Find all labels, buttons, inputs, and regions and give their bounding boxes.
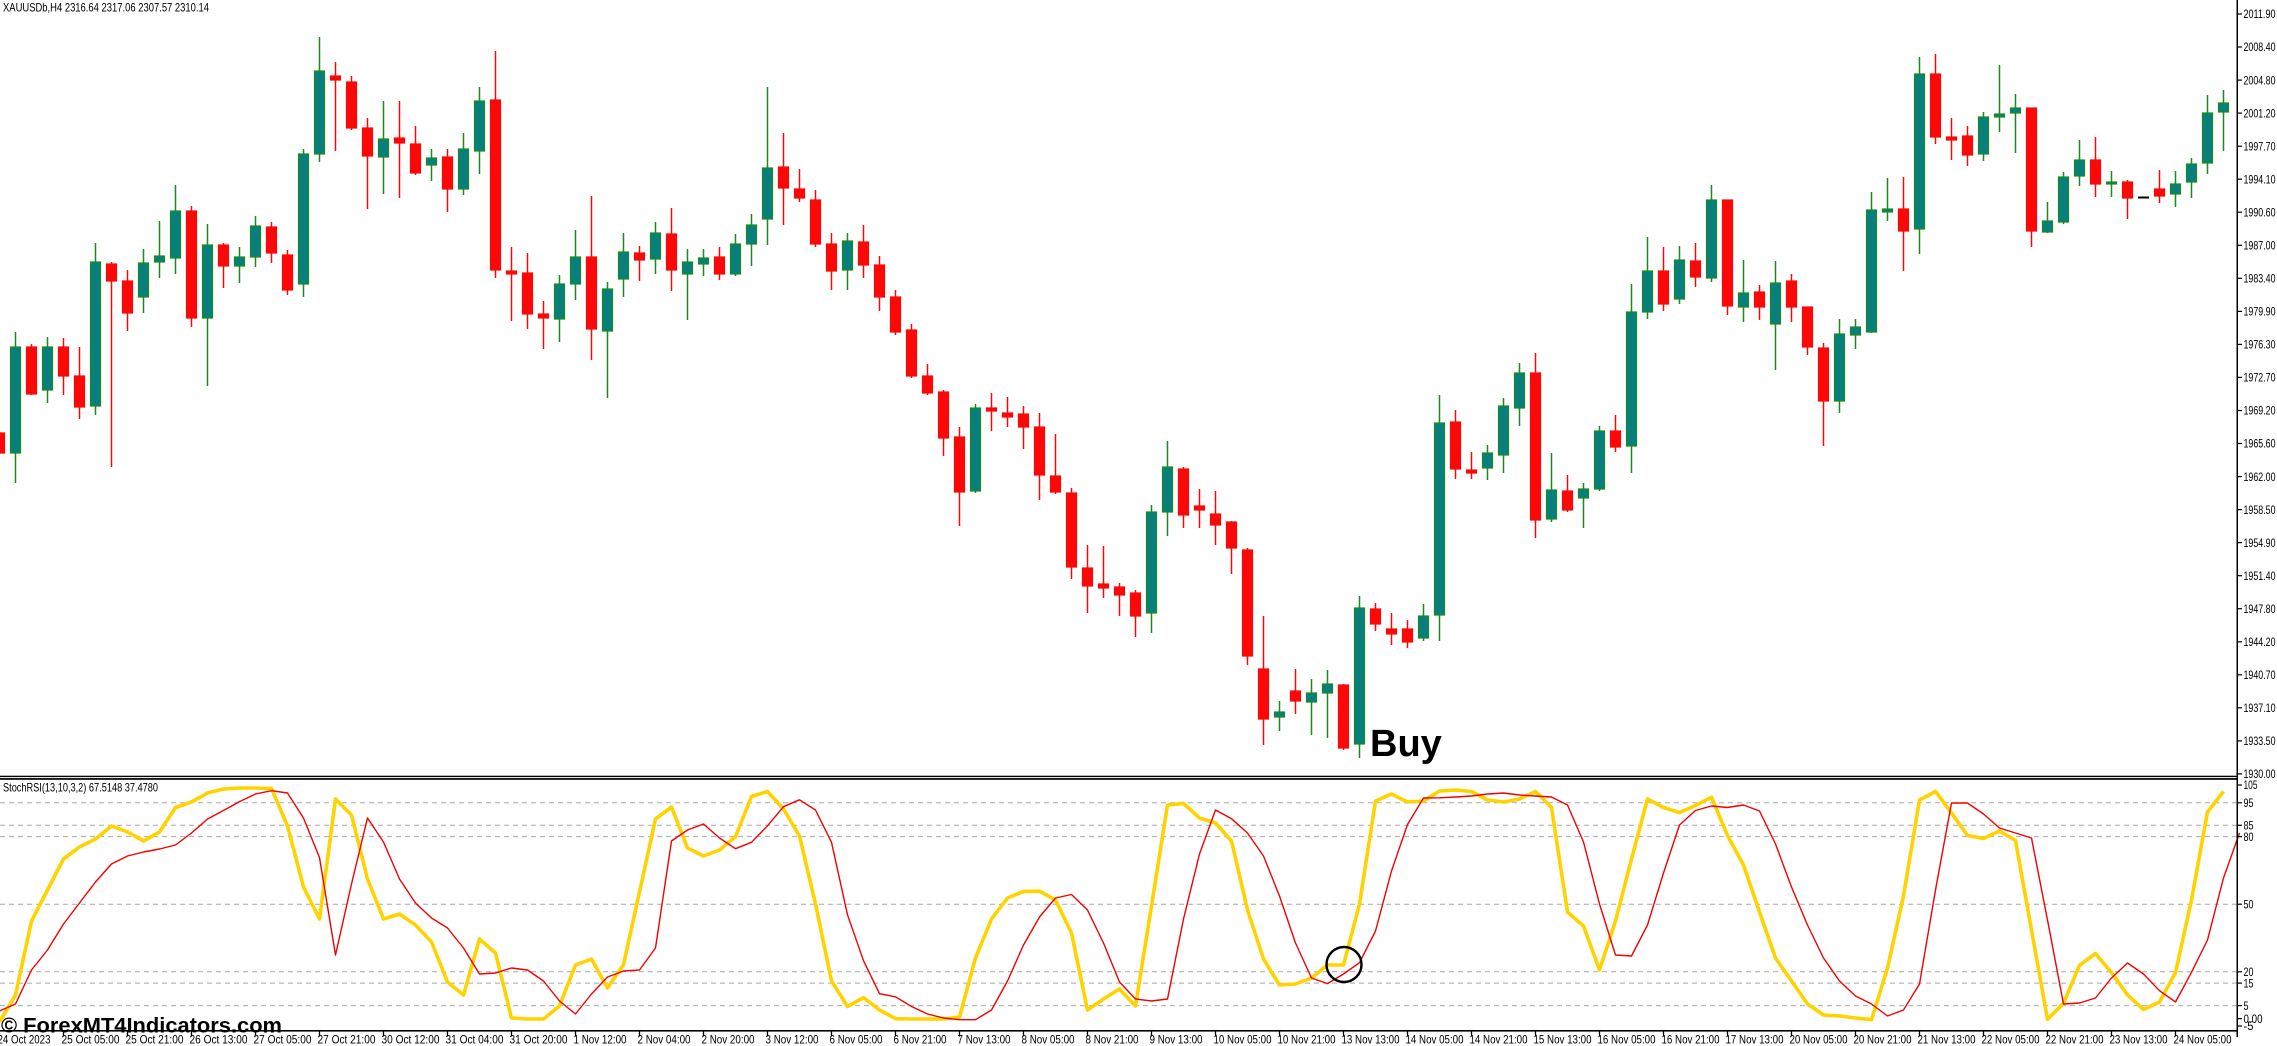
svg-text:2008.40: 2008.40: [2244, 41, 2276, 54]
svg-text:8 Nov 05:00: 8 Nov 05:00: [1022, 1034, 1075, 1046]
svg-text:22 Nov 21:00: 22 Nov 21:00: [2046, 1034, 2104, 1046]
svg-text:16 Nov 21:00: 16 Nov 21:00: [1662, 1034, 1720, 1046]
svg-text:31 Oct 04:00: 31 Oct 04:00: [446, 1034, 504, 1046]
svg-text:1944.20: 1944.20: [2244, 636, 2276, 649]
svg-text:1951.40: 1951.40: [2244, 570, 2276, 583]
svg-text:1983.40: 1983.40: [2244, 273, 2276, 286]
svg-text:50: 50: [2244, 898, 2254, 911]
svg-text:1933.50: 1933.50: [2244, 735, 2276, 748]
svg-text:27 Oct 05:00: 27 Oct 05:00: [254, 1034, 312, 1046]
svg-text:8 Nov 21:00: 8 Nov 21:00: [1086, 1034, 1139, 1046]
svg-text:31 Oct 20:00: 31 Oct 20:00: [510, 1034, 568, 1046]
svg-text:1940.70: 1940.70: [2244, 669, 2276, 682]
svg-text:StochRSI(13,10,3,2) 67.5148 37: StochRSI(13,10,3,2) 67.5148 37.4780: [3, 782, 158, 795]
svg-text:0.00: 0.00: [2244, 1013, 2263, 1026]
svg-text:95: 95: [2244, 797, 2254, 810]
svg-text:2001.20: 2001.20: [2244, 107, 2276, 120]
svg-text:20: 20: [2244, 966, 2254, 979]
svg-text:26 Oct 13:00: 26 Oct 13:00: [190, 1034, 248, 1046]
svg-text:24 Nov 05:00: 24 Nov 05:00: [2174, 1034, 2232, 1046]
svg-text:22 Nov 05:00: 22 Nov 05:00: [1982, 1034, 2040, 1046]
svg-text:1987.00: 1987.00: [2244, 240, 2276, 253]
svg-text:2 Nov 20:00: 2 Nov 20:00: [702, 1034, 755, 1046]
svg-text:85: 85: [2244, 820, 2254, 833]
svg-text:15 Nov 13:00: 15 Nov 13:00: [1534, 1034, 1592, 1046]
svg-text:2 Nov 04:00: 2 Nov 04:00: [638, 1034, 691, 1046]
svg-text:1965.60: 1965.60: [2244, 438, 2276, 451]
svg-text:15: 15: [2244, 977, 2254, 990]
svg-text:20 Nov 05:00: 20 Nov 05:00: [1790, 1034, 1848, 1046]
svg-text:23 Nov 13:00: 23 Nov 13:00: [2110, 1034, 2168, 1046]
svg-text:24 Oct 2023: 24 Oct 2023: [0, 1034, 51, 1046]
svg-text:6 Nov 05:00: 6 Nov 05:00: [830, 1034, 883, 1046]
svg-text:13 Nov 13:00: 13 Nov 13:00: [1342, 1034, 1400, 1046]
svg-text:25 Oct 05:00: 25 Oct 05:00: [62, 1034, 120, 1046]
svg-text:10 Nov 21:00: 10 Nov 21:00: [1278, 1034, 1336, 1046]
svg-text:5: 5: [2244, 1000, 2249, 1013]
svg-text:2004.80: 2004.80: [2244, 74, 2276, 87]
svg-text:21 Nov 13:00: 21 Nov 13:00: [1918, 1034, 1976, 1046]
svg-text:XAUUSDb,H4 2316.64 2317.06 23: XAUUSDb,H4 2316.64 2317.06 2307.57 2310.…: [3, 2, 209, 15]
svg-text:1 Nov 12:00: 1 Nov 12:00: [574, 1034, 627, 1046]
svg-text:14 Nov 21:00: 14 Nov 21:00: [1470, 1034, 1528, 1046]
svg-text:1958.50: 1958.50: [2244, 504, 2276, 517]
svg-text:3 Nov 12:00: 3 Nov 12:00: [766, 1034, 819, 1046]
svg-text:6 Nov 21:00: 6 Nov 21:00: [894, 1034, 947, 1046]
svg-text:30 Oct 12:00: 30 Oct 12:00: [382, 1034, 440, 1046]
svg-text:9 Nov 13:00: 9 Nov 13:00: [1150, 1034, 1203, 1046]
svg-text:1979.90: 1979.90: [2244, 306, 2276, 319]
svg-text:© ForexMT4Indicators.com: © ForexMT4Indicators.com: [1, 1015, 282, 1038]
svg-text:105: 105: [2244, 779, 2258, 792]
svg-text:-5: -5: [2244, 1020, 2254, 1033]
svg-text:17 Nov 13:00: 17 Nov 13:00: [1726, 1034, 1784, 1046]
svg-text:1997.70: 1997.70: [2244, 140, 2276, 153]
svg-text:1990.60: 1990.60: [2244, 206, 2276, 219]
svg-text:1937.10: 1937.10: [2244, 702, 2276, 715]
svg-text:1976.30: 1976.30: [2244, 339, 2276, 352]
svg-text:1969.20: 1969.20: [2244, 405, 2276, 418]
svg-text:2011.90: 2011.90: [2244, 8, 2276, 21]
svg-text:Buy: Buy: [1370, 723, 1442, 765]
svg-text:1947.80: 1947.80: [2244, 603, 2276, 616]
svg-text:20 Nov 21:00: 20 Nov 21:00: [1854, 1034, 1912, 1046]
svg-text:1962.00: 1962.00: [2244, 471, 2276, 484]
svg-text:25 Oct 21:00: 25 Oct 21:00: [126, 1034, 184, 1046]
svg-text:1954.90: 1954.90: [2244, 537, 2276, 550]
svg-text:27 Oct 21:00: 27 Oct 21:00: [318, 1034, 376, 1046]
svg-text:1930.00: 1930.00: [2244, 768, 2276, 781]
svg-text:80: 80: [2244, 831, 2254, 844]
svg-text:7 Nov 13:00: 7 Nov 13:00: [958, 1034, 1011, 1046]
svg-text:10 Nov 05:00: 10 Nov 05:00: [1214, 1034, 1272, 1046]
svg-text:1994.10: 1994.10: [2244, 173, 2276, 186]
svg-text:14 Nov 05:00: 14 Nov 05:00: [1406, 1034, 1464, 1046]
svg-text:1972.70: 1972.70: [2244, 372, 2276, 385]
svg-text:16 Nov 05:00: 16 Nov 05:00: [1598, 1034, 1656, 1046]
